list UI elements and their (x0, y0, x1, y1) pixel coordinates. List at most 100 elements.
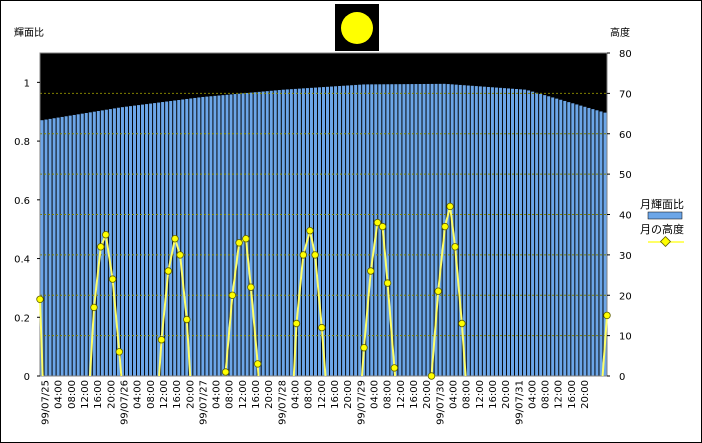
altitude-point (247, 283, 255, 291)
illumination-bar (233, 94, 237, 377)
right-tick-label: 20 (619, 291, 632, 302)
illumination-bar (334, 86, 338, 377)
illumination-bar (446, 84, 450, 376)
illumination-bar (269, 90, 273, 377)
altitude-segment (39, 299, 44, 377)
illumination-bar (458, 84, 462, 376)
illumination-bar (502, 88, 506, 376)
illumination-bar (462, 85, 466, 376)
illumination-bar (386, 84, 390, 376)
left-tick-label: 0.8 (14, 137, 30, 148)
right-tick-label: 50 (619, 170, 632, 181)
x-tick-label: 12:00 (554, 380, 565, 409)
illumination-bar (350, 85, 354, 376)
illumination-bar (165, 101, 169, 376)
x-tick-label: 99/07/28 (277, 380, 288, 425)
x-tick-label: 20:00 (580, 380, 591, 409)
illumination-bar (177, 100, 181, 376)
x-tick-label: 20:00 (264, 380, 275, 409)
illumination-bar (358, 84, 362, 376)
illumination-bar (132, 105, 137, 377)
illumination-bar (108, 109, 112, 376)
right-tick-label: 30 (619, 251, 632, 262)
illumination-bar (394, 84, 398, 376)
illumination-bar (523, 89, 527, 376)
illumination-bar (587, 107, 591, 376)
altitude-point (183, 315, 191, 324)
left-tick-label: 0.4 (14, 255, 30, 266)
altitude-point (299, 251, 307, 259)
x-tick-label: 08:00 (146, 380, 157, 409)
moon-icon (341, 12, 373, 44)
right-tick-label: 70 (619, 89, 632, 100)
illumination-bar (498, 87, 502, 376)
altitude-point (108, 275, 117, 283)
altitude-markers (36, 202, 611, 380)
x-tick-label: 04:00 (212, 380, 223, 409)
altitude-point (373, 218, 382, 227)
right-tick-label: 0 (619, 372, 625, 383)
illumination-bar (241, 93, 245, 376)
illumination-bar (285, 89, 289, 377)
illumination-bar (116, 107, 120, 377)
illumination-bar (559, 99, 563, 376)
illumination-bar (120, 107, 124, 376)
altitude-point (228, 291, 237, 299)
illumination-bar (354, 84, 358, 377)
illumination-bar (261, 91, 265, 376)
illumination-bar (56, 117, 60, 376)
illumination-bar (301, 88, 305, 377)
altitude-point (446, 202, 454, 211)
illumination-bar (535, 92, 539, 376)
illumination-bar (88, 112, 92, 376)
illumination-bar (237, 93, 241, 376)
illumination-bar (197, 97, 201, 376)
illumination-bar (225, 94, 229, 376)
x-tick-label: 20:00 (343, 380, 354, 409)
x-tick-label: 99/07/25 (41, 380, 52, 425)
illumination-bar (547, 96, 551, 376)
altitude-point (171, 234, 179, 243)
illumination-bar (466, 85, 470, 377)
altitude-point (254, 360, 262, 368)
x-tick-label: 12:00 (396, 380, 407, 409)
right-axis-title: 高度 (610, 26, 630, 39)
x-tick-label: 08:00 (541, 380, 552, 409)
illumination-bar (141, 104, 145, 376)
illumination-bar (321, 87, 326, 376)
illumination-bar (527, 90, 531, 376)
right-tick-label: 40 (619, 211, 632, 222)
x-tick-label: 99/07/26 (119, 380, 130, 425)
illumination-bar (209, 96, 213, 377)
illumination-bar (64, 116, 68, 377)
legend-marker-swatch (659, 235, 672, 248)
illumination-bar (390, 84, 394, 376)
altitude-point (383, 279, 392, 287)
illumination-bar (257, 91, 261, 377)
illumination-bar (72, 114, 76, 377)
illumination-bar (543, 95, 547, 377)
altitude-point (390, 364, 399, 372)
x-tick-label: 99/07/30 (435, 380, 446, 425)
x-tick-label: 12:00 (317, 380, 328, 409)
illumination-bar (338, 86, 342, 376)
illumination-bar (571, 103, 575, 376)
x-tick-label: 12:00 (475, 380, 486, 409)
illumination-bar (112, 108, 116, 377)
illumination-bar (402, 84, 406, 376)
illumination-bar (378, 84, 382, 377)
altitude-point (306, 226, 314, 235)
illumination-bar (579, 105, 583, 377)
altitude-segment (601, 315, 608, 377)
illumination-bar (567, 102, 571, 377)
illumination-bar (277, 90, 281, 376)
illumination-bar (229, 94, 233, 377)
illumination-bar (510, 88, 515, 376)
x-tick-label: 12:00 (159, 380, 170, 409)
x-tick-label: 12:00 (238, 380, 249, 409)
illumination-bar (426, 83, 430, 376)
legend-bar-label: 月輝面比 (640, 198, 684, 211)
illumination-bar (366, 84, 370, 376)
illumination-bar (217, 95, 221, 376)
